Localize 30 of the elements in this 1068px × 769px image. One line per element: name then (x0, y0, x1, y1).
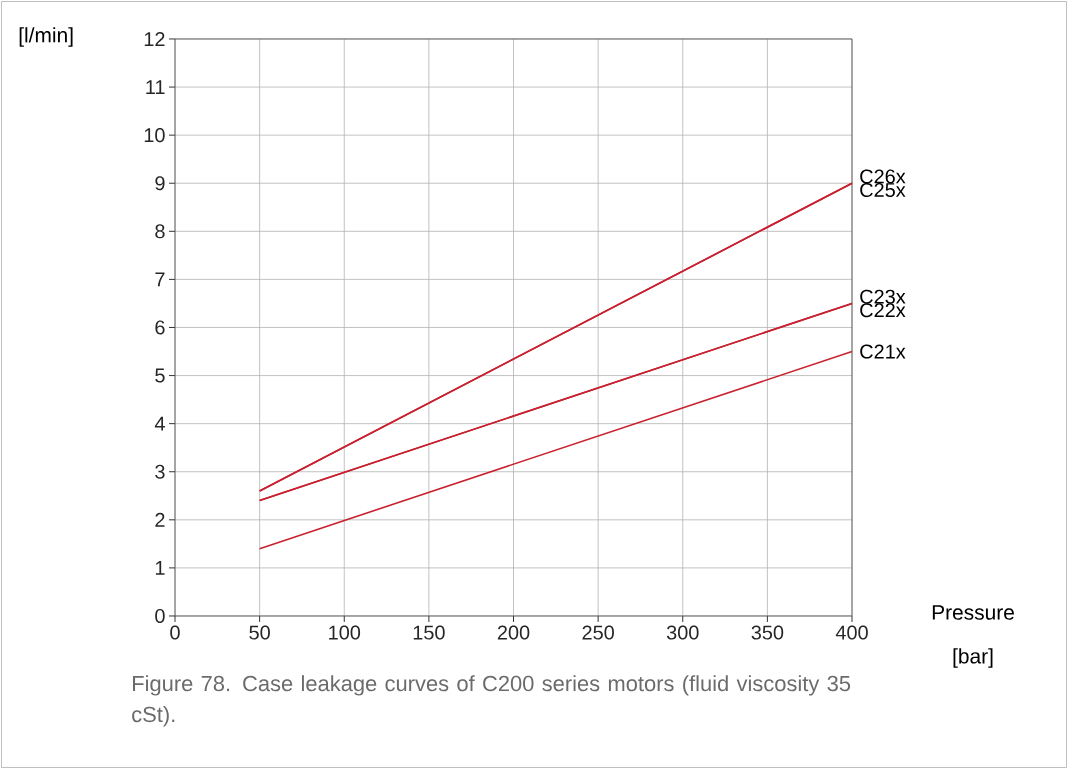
x-tick-label: 200 (497, 625, 530, 640)
y-tick-label: 6 (155, 320, 165, 335)
x-tick-label: 100 (329, 625, 361, 640)
series-label: C21x (860, 344, 906, 359)
y-tick-label: 10 (144, 128, 165, 143)
x-tick-label: 250 (582, 625, 614, 640)
y-tick-label: 2 (155, 512, 165, 527)
y-tick-label: 0 (155, 608, 165, 624)
y-tick-label: 4 (154, 416, 165, 431)
y-tick-label: 8 (155, 224, 165, 239)
x-tick-label: 0 (170, 625, 180, 640)
x-tick-label: 400 (835, 625, 868, 640)
y-axis-title: [l/min] (19, 27, 73, 47)
y-tick-label: 5 (155, 368, 165, 383)
y-tick-label: 7 (155, 272, 165, 287)
y-tick-label: 3 (155, 464, 165, 479)
series-label: C23x (860, 289, 906, 304)
series-label: C22x (860, 303, 906, 318)
x-tick-label: 50 (249, 625, 270, 640)
y-tick-label: 11 (146, 80, 165, 94)
caption: Figure 78. Case leakage curves of C200 series motors (fluid viscosity 35 cSt). (132, 675, 851, 727)
y-tick-label: 1 (155, 561, 165, 575)
y-tick-label: 9 (155, 176, 165, 191)
y-tick-label: 12 (144, 32, 165, 46)
x-tick-label: 150 (413, 625, 445, 640)
series-label: C26x (860, 169, 906, 184)
text: Pressure [bar] (932, 605, 1014, 668)
x-tick-label: 350 (751, 625, 784, 640)
series-label: C25x (860, 182, 906, 198)
x-tick-label: 300 (666, 625, 699, 640)
